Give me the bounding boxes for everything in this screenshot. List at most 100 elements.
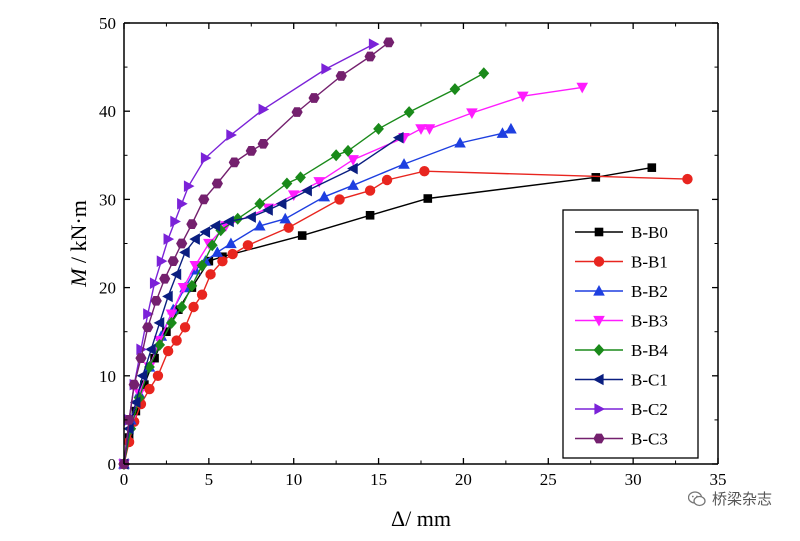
legend-marker-B-B3 xyxy=(593,315,605,327)
legend-box xyxy=(562,209,699,459)
data-point-B-C3 xyxy=(257,138,269,149)
data-point-B-B0 xyxy=(365,210,375,220)
data-point-B-C3 xyxy=(364,51,376,62)
data-point-B-C3 xyxy=(123,415,135,425)
x-axis-title: Δ/ mm xyxy=(391,506,451,531)
data-point-B-B1 xyxy=(205,269,216,280)
data-point-B-B4 xyxy=(478,67,490,80)
data-point-B-B0 xyxy=(647,163,657,172)
data-point-B-B3 xyxy=(287,190,300,201)
series-B-C2 xyxy=(119,38,380,470)
y-tick-label: 40 xyxy=(99,102,116,121)
x-tick-label: 10 xyxy=(285,470,302,489)
data-point-B-B4 xyxy=(176,301,188,314)
y-axis-title-unit: / kN·m xyxy=(66,200,91,268)
data-point-B-B1 xyxy=(196,289,208,300)
legend-marker-B-C2 xyxy=(594,403,605,415)
data-point-B-C3 xyxy=(159,273,171,284)
data-point-B-B3 xyxy=(576,82,589,94)
data-point-B-B2 xyxy=(211,246,224,257)
data-point-B-C3 xyxy=(128,379,140,390)
data-point-B-C2 xyxy=(170,215,181,228)
legend-label-B-C3: B-C3 xyxy=(631,430,668,449)
data-point-B-B4 xyxy=(281,177,293,190)
data-point-B-B4 xyxy=(403,106,415,119)
legend-label-B-B4: B-B4 xyxy=(631,341,668,360)
y-tick-label: 10 xyxy=(99,367,116,386)
data-point-B-B2 xyxy=(253,219,266,231)
data-point-B-B4 xyxy=(342,144,354,157)
data-point-B-B2 xyxy=(398,158,410,169)
x-tick-label: 20 xyxy=(455,470,472,489)
data-point-B-C1 xyxy=(162,290,173,303)
legend-label-B-B2: B-B2 xyxy=(631,282,668,301)
data-point-B-B1 xyxy=(381,174,393,186)
x-tick-label: 5 xyxy=(205,470,214,489)
data-point-B-B4 xyxy=(232,212,244,225)
data-point-B-C3 xyxy=(150,295,162,306)
y-axis-title-symbol: M xyxy=(66,267,91,288)
data-point-B-B1 xyxy=(152,370,164,381)
series-B-C3 xyxy=(118,37,395,469)
data-point-B-C1 xyxy=(223,215,234,228)
chart-marks xyxy=(118,37,693,470)
data-point-B-C2 xyxy=(143,308,154,320)
y-tick-label: 20 xyxy=(99,279,116,298)
data-point-B-B4 xyxy=(373,122,384,135)
watermark: 桥梁杂志 xyxy=(687,488,772,509)
data-point-B-B0 xyxy=(423,194,433,203)
legend-label-B-B1: B-B1 xyxy=(631,253,668,272)
data-point-B-B1 xyxy=(242,240,254,251)
data-point-B-B1 xyxy=(419,165,430,177)
y-tick-label: 0 xyxy=(108,455,117,474)
data-point-B-C3 xyxy=(228,157,240,168)
data-point-B-B0 xyxy=(297,231,307,240)
data-point-B-B4 xyxy=(186,279,198,292)
data-point-B-B0 xyxy=(174,305,183,314)
x-tick-label: 30 xyxy=(625,470,642,489)
data-point-B-C1 xyxy=(179,246,190,259)
data-point-B-B3 xyxy=(423,124,436,135)
data-point-B-C2 xyxy=(149,277,161,289)
data-point-B-B3 xyxy=(189,260,202,272)
x-tick-label: 35 xyxy=(710,470,727,489)
data-point-B-B4 xyxy=(196,259,208,272)
legend-label-B-B3: B-B3 xyxy=(631,312,668,331)
data-point-B-B0 xyxy=(591,173,601,182)
data-point-B-C1 xyxy=(245,211,256,223)
data-point-B-C1 xyxy=(170,268,182,281)
data-point-B-C2 xyxy=(183,180,195,192)
data-point-B-B3 xyxy=(466,108,478,119)
data-point-B-B1 xyxy=(334,194,345,205)
data-point-B-B2 xyxy=(225,237,237,249)
data-point-B-B1 xyxy=(171,335,182,346)
series-B-C1 xyxy=(118,131,404,470)
data-point-B-C1 xyxy=(136,370,148,382)
data-point-B-B1 xyxy=(179,322,191,333)
data-point-B-B4 xyxy=(295,171,306,184)
data-point-B-B4 xyxy=(166,316,177,329)
legend-marker-B-B2 xyxy=(593,285,605,296)
data-point-B-C1 xyxy=(199,226,211,238)
data-point-B-B4 xyxy=(330,149,342,162)
data-point-B-B1 xyxy=(364,185,376,196)
data-point-B-B4 xyxy=(206,239,218,252)
data-point-B-B3 xyxy=(347,155,359,166)
chart-axes: 0 5 10 15 20 25 30 35 0 10 20 30 40 50 Δ/ mm M / kN·m xyxy=(66,14,727,531)
data-point-B-B1 xyxy=(283,222,294,233)
legend-label-B-C2: B-C2 xyxy=(631,400,668,419)
legend-marker-B-B1 xyxy=(593,256,605,267)
legend-marker-B-C3 xyxy=(593,433,605,444)
y-tick-label: 50 xyxy=(99,14,116,33)
data-point-B-C1 xyxy=(392,131,404,144)
legend-marker-B-B0 xyxy=(594,227,604,237)
data-point-B-C1 xyxy=(209,220,221,232)
data-point-B-C2 xyxy=(226,129,237,141)
data-point-B-B2 xyxy=(347,179,359,190)
legend-label-B-B0: B-B0 xyxy=(631,223,668,242)
legend-marker-B-B4 xyxy=(593,344,605,356)
data-point-B-C1 xyxy=(145,343,156,356)
y-tick-label: 30 xyxy=(99,190,116,209)
x-tick-label: 0 xyxy=(120,470,129,489)
